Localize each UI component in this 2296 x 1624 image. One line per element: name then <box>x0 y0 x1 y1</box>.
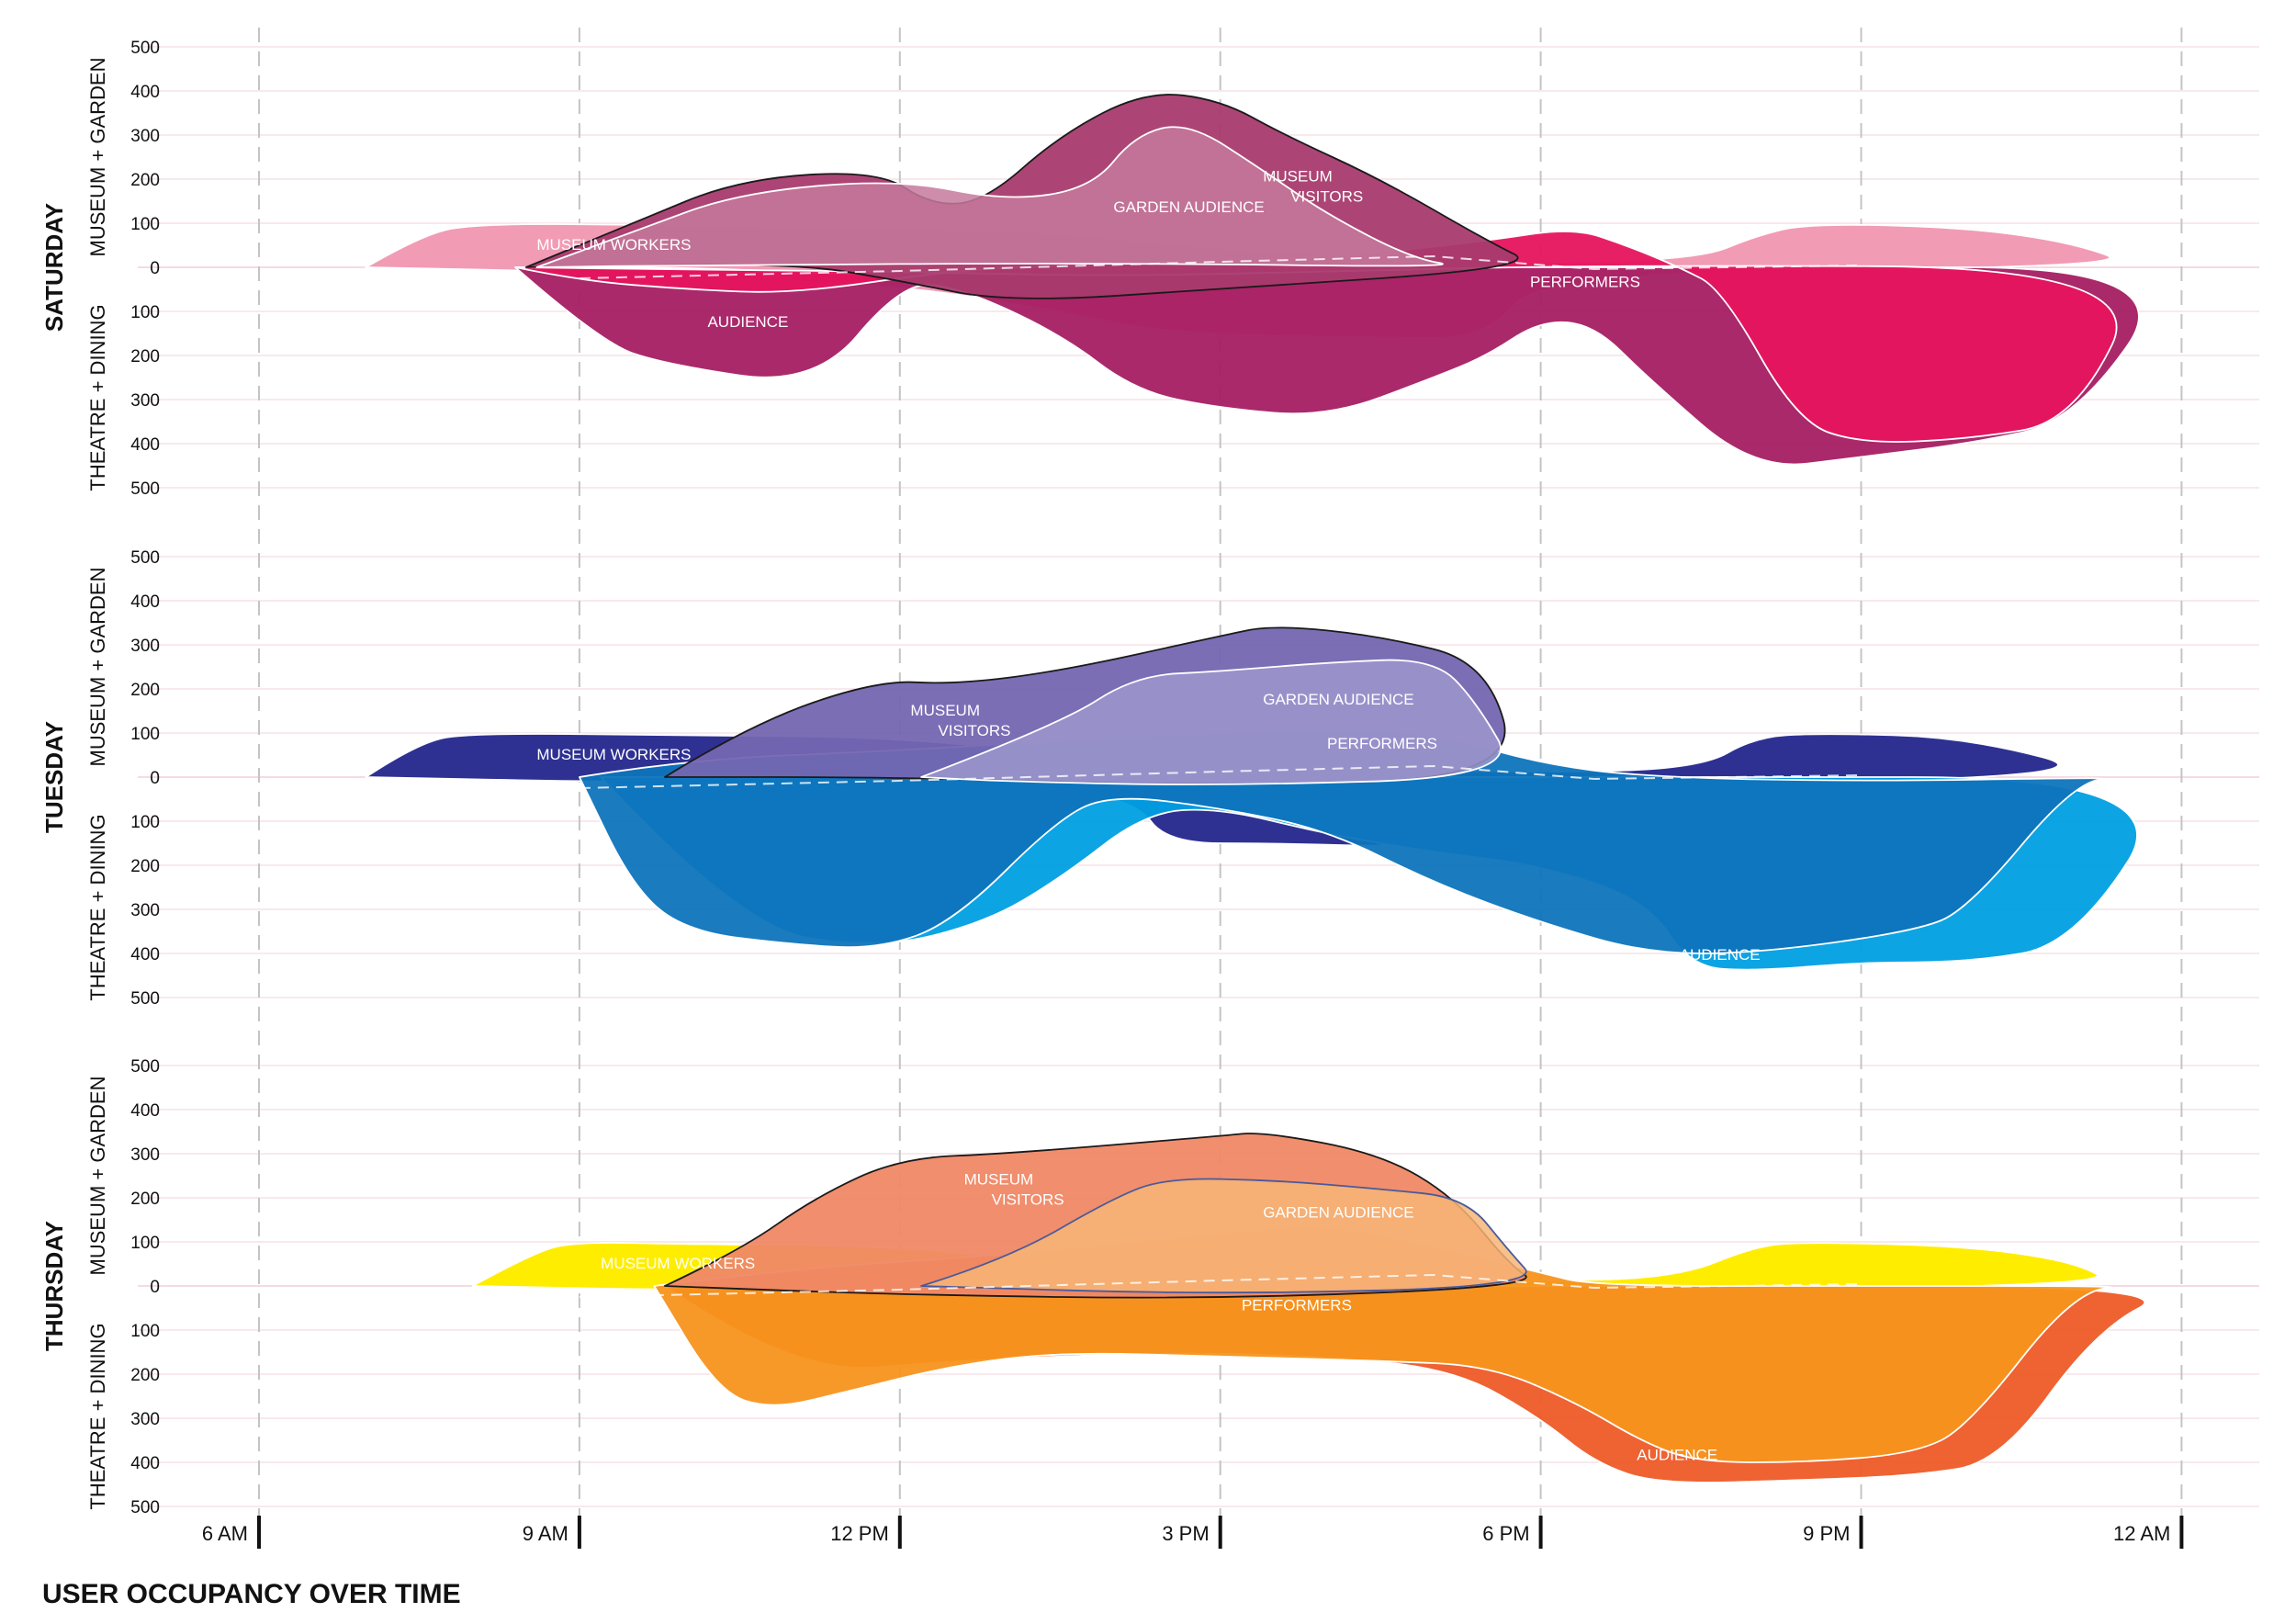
y-tick-label: 300 <box>130 1410 160 1429</box>
upper-axis-label: MUSEUM + GARDEN <box>86 58 109 257</box>
upper-axis-label: MUSEUM + GARDEN <box>86 568 109 767</box>
panel-saturday: SATURDAY MUSEUM + GARDEN THEATRE + DINING M… <box>40 58 2140 491</box>
y-tick-label: 500 <box>130 548 160 568</box>
series-label: MUSEUM WORKERS <box>536 746 691 763</box>
series-label: AUDIENCE <box>1637 1447 1717 1464</box>
y-tick-label: 200 <box>130 171 160 190</box>
series-label: VISITORS <box>1290 187 1363 205</box>
chart-title: USER OCCUPANCY OVER TIME <box>42 1579 461 1609</box>
y-tick-label: 400 <box>130 945 160 964</box>
y-tick-label: 200 <box>130 681 160 700</box>
day-label: SATURDAY <box>40 203 68 332</box>
series-label: GARDEN AUDIENCE <box>1263 691 1413 708</box>
y-tick-label: 500 <box>130 39 160 58</box>
time-axis: 6 AM 9 AM 12 PM 3 PM 6 PM 9 PM 12 AM <box>202 1516 2184 1549</box>
upper-axis-label: MUSEUM + GARDEN <box>86 1077 109 1276</box>
lower-axis-label: THEATRE + DINING <box>86 814 109 1000</box>
y-tick-label: 200 <box>130 1190 160 1209</box>
series-label: GARDEN AUDIENCE <box>1263 1204 1413 1222</box>
series-label: MUSEUM WORKERS <box>601 1255 755 1272</box>
time-tick-label: 9 AM <box>523 1522 568 1545</box>
time-tick-label: 12 PM <box>830 1522 889 1545</box>
series-label: AUDIENCE <box>707 313 788 331</box>
series-label: PERFORMERS <box>1327 735 1437 752</box>
lower-axis-label: THEATRE + DINING <box>86 304 109 491</box>
time-tick-label: 9 PM <box>1803 1522 1850 1545</box>
y-tick-label: 100 <box>130 1322 160 1341</box>
y-tick-label: 100 <box>130 303 160 322</box>
area-garden <box>920 1178 1527 1294</box>
time-tick-label: 3 PM <box>1162 1522 1209 1545</box>
y-tick-label: 0 <box>150 769 160 788</box>
dashed-trail <box>579 764 1862 789</box>
y-tick-label: 500 <box>130 1057 160 1077</box>
y-tick-label: 100 <box>130 813 160 832</box>
series-label: GARDEN AUDIENCE <box>1113 198 1264 216</box>
dashed-trail <box>579 1273 1862 1298</box>
y-tick-label: 400 <box>130 592 160 612</box>
y-tick-label: 300 <box>130 901 160 920</box>
y-tick-label: 400 <box>130 83 160 102</box>
time-tick-label: 6 PM <box>1482 1522 1529 1545</box>
series-label: MUSEUM WORKERS <box>536 236 691 254</box>
series-label: VISITORS <box>992 1191 1064 1209</box>
y-tick-label: 200 <box>130 347 160 367</box>
series-label: AUDIENCE <box>1680 946 1761 964</box>
y-tick-label: 100 <box>130 215 160 234</box>
day-label: THURSDAY <box>40 1221 68 1351</box>
y-tick-label: 400 <box>130 1101 160 1121</box>
y-tick-label: 500 <box>130 479 160 499</box>
time-tick-label: 12 AM <box>2113 1522 2170 1545</box>
y-tick-label: 300 <box>130 391 160 411</box>
area-garden <box>920 659 1502 785</box>
series-label: PERFORMERS <box>1242 1296 1352 1314</box>
series-label: PERFORMERS <box>1530 274 1640 291</box>
dashed-trail <box>579 254 1862 279</box>
y-tick-label: 300 <box>130 637 160 656</box>
series-label: MUSEUM <box>964 1171 1034 1189</box>
y-tick-label: 100 <box>130 1234 160 1253</box>
y-tick-label: 200 <box>130 1366 160 1385</box>
y-tick-label: 200 <box>130 857 160 876</box>
y-tick-label: 500 <box>130 989 160 1009</box>
area-garden <box>535 126 1444 268</box>
y-tick-label: 0 <box>150 1278 160 1297</box>
y-tick-label: 500 <box>130 1498 160 1517</box>
panels-layer: SATURDAY MUSEUM + GARDEN THEATRE + DINING M… <box>40 58 2145 1510</box>
y-tick-label: 0 <box>150 259 160 278</box>
time-tick-label: 6 AM <box>202 1522 248 1545</box>
series-label: VISITORS <box>938 722 1010 739</box>
y-tick-label: 300 <box>130 127 160 146</box>
panel-thursday: THURSDAY MUSEUM + GARDEN THEATRE + DINING M… <box>40 1077 2145 1510</box>
series-label: MUSEUM <box>1263 167 1333 185</box>
day-label: TUESDAY <box>40 721 68 833</box>
y-tick-label: 400 <box>130 1454 160 1473</box>
y-tick-label: 300 <box>130 1145 160 1165</box>
lower-axis-label: THEATRE + DINING <box>86 1323 109 1509</box>
y-tick-label: 400 <box>130 435 160 455</box>
panel-tuesday: TUESDAY MUSEUM + GARDEN THEATRE + DINING MU… <box>40 568 2138 1001</box>
y-tick-label: 100 <box>130 725 160 744</box>
series-label: MUSEUM <box>910 702 980 719</box>
